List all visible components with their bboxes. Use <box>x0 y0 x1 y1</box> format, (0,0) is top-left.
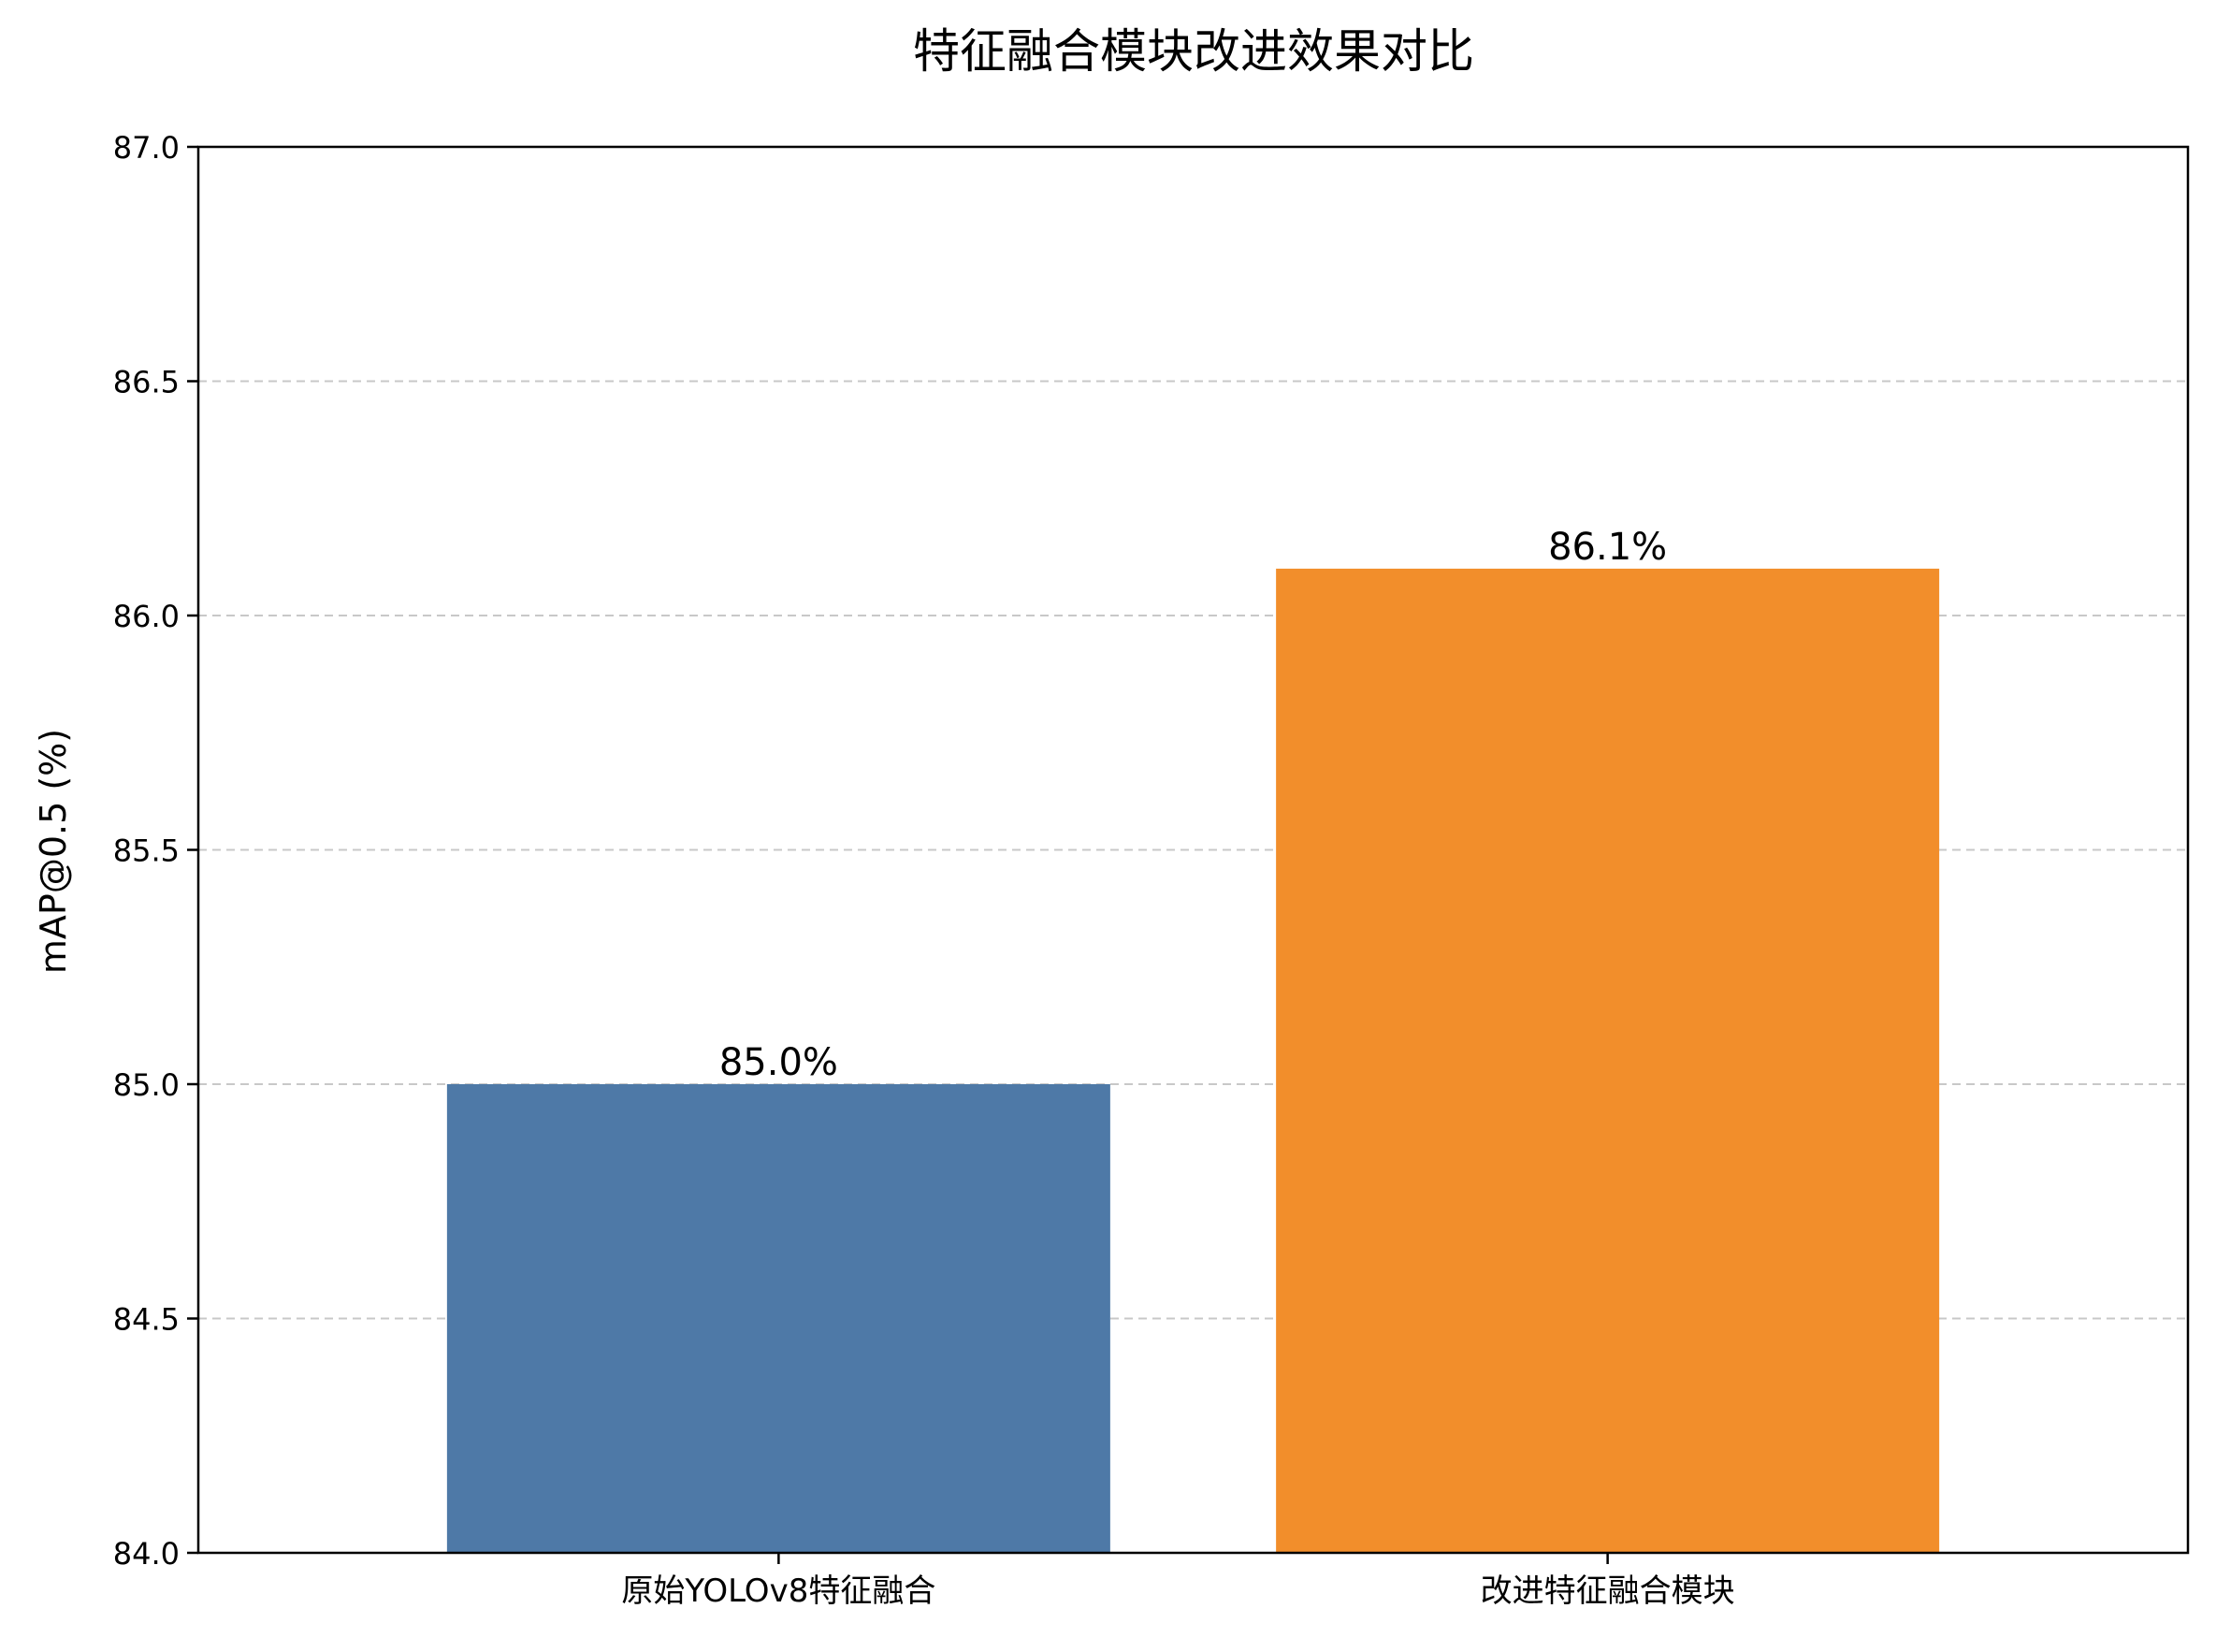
y-tick-label: 84.5 <box>113 1302 180 1338</box>
y-tick-label: 87.0 <box>113 130 180 166</box>
y-tick-label: 85.5 <box>113 833 180 869</box>
bars <box>446 568 1940 1553</box>
y-tick-label: 85.0 <box>113 1067 180 1103</box>
bar-2 <box>1276 568 1940 1553</box>
x-axis-ticks: 原始YOLOv8特征融合 改进特征融合模块 <box>621 1553 1735 1610</box>
y-tick-label: 86.0 <box>113 599 180 634</box>
x-tick-label: 改进特征融合模块 <box>1481 1572 1735 1610</box>
bar-value-label: 86.1% <box>1548 526 1667 569</box>
x-tick-label: 原始YOLOv8特征融合 <box>621 1572 935 1610</box>
value-labels: 85.0% 86.1% <box>719 526 1667 1084</box>
bar-1 <box>446 1084 1110 1553</box>
y-tick-label: 84.0 <box>113 1536 180 1572</box>
chart-title: 特征融合模块改进效果对比 <box>913 24 1474 79</box>
y-axis-label: mAP@0.5 (%) <box>33 729 74 974</box>
y-axis-ticks: 84.0 84.5 85.0 85.5 86.0 86.5 87.0 <box>113 130 198 1572</box>
bar-value-label: 85.0% <box>719 1041 838 1084</box>
y-tick-label: 86.5 <box>113 365 180 400</box>
